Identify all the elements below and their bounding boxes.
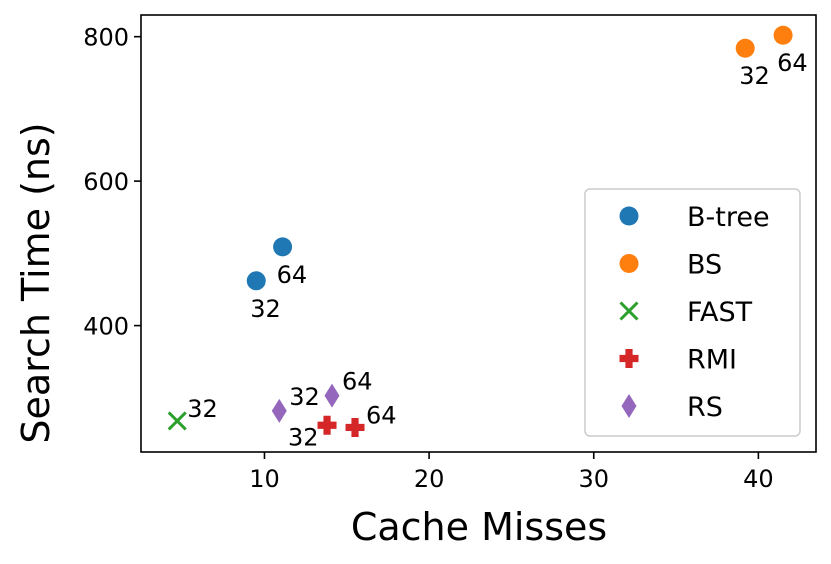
data-point-label: 64	[277, 261, 308, 289]
legend-box	[584, 188, 801, 437]
y-tick-label: 600	[83, 168, 129, 196]
legend-label: BS	[687, 250, 722, 281]
x-tick-label: 40	[743, 465, 774, 493]
legend-marker	[619, 206, 639, 226]
data-point-label: 64	[342, 368, 373, 396]
data-point-circle	[246, 271, 266, 291]
y-axis-label: Search Time (ns)	[14, 122, 58, 443]
plot-frame	[140, 14, 817, 453]
legend-marker	[619, 254, 639, 273]
legend-marker	[619, 349, 639, 368]
data-point-plus	[317, 415, 337, 435]
x-axis-label: Cache Misses	[351, 505, 607, 549]
data-point-label: 32	[250, 295, 281, 323]
data-point-diamond	[324, 383, 340, 408]
data-point-label: 32	[288, 423, 319, 451]
y-tick-label: 800	[83, 24, 129, 52]
legend-label: RS	[687, 392, 723, 423]
legend-label: B-tree	[687, 202, 770, 233]
data-point-circle	[735, 38, 755, 58]
y-tick-label: 400	[83, 313, 129, 341]
legend-marker	[619, 301, 639, 321]
data-point-label: 32	[289, 383, 320, 411]
x-tick-label: 20	[414, 465, 445, 493]
legend-marker	[621, 394, 637, 418]
data-point-label: 32	[739, 62, 770, 90]
legend-label: RMI	[687, 345, 737, 376]
data-point-circle	[273, 237, 293, 257]
data-point-plus	[345, 417, 365, 437]
data-point-label: 64	[366, 401, 397, 429]
x-tick-label: 10	[249, 465, 280, 493]
data-point-diamond	[271, 398, 287, 423]
data-point-x	[167, 411, 187, 431]
x-tick-label: 30	[578, 465, 609, 493]
data-point-label: 32	[187, 395, 218, 423]
data-point-circle	[773, 25, 793, 45]
legend-label: FAST	[687, 297, 753, 328]
data-point-label: 64	[777, 49, 808, 77]
